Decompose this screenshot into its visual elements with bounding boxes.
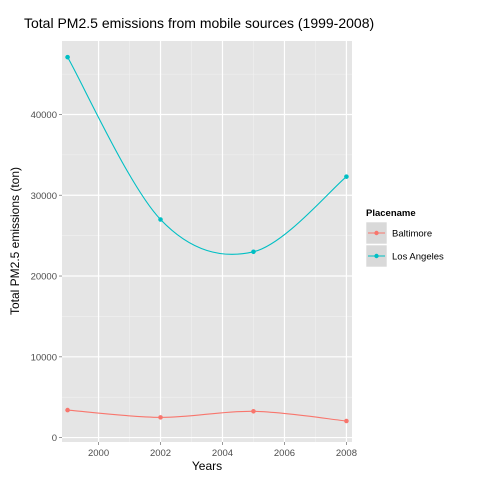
- y-tick-label: 40000: [31, 110, 57, 121]
- data-point-los-angeles: [65, 54, 70, 60]
- y-axis-title: Total PM2.5 emissions (ton): [8, 167, 22, 315]
- data-point-baltimore: [158, 415, 163, 420]
- x-tick-label: 2000: [88, 448, 109, 459]
- legend-marker-baltimore: [374, 230, 379, 236]
- y-tick-label: 30000: [31, 191, 57, 202]
- plot-panel: [62, 41, 352, 442]
- y-tick-label: 10000: [31, 352, 57, 363]
- data-point-baltimore: [65, 407, 70, 413]
- series-line-los-angeles: [67, 56, 347, 255]
- data-point-los-angeles: [158, 217, 163, 222]
- series-layer: [65, 54, 349, 424]
- legend-title: Placename: [366, 208, 416, 219]
- data-point-los-angeles: [251, 249, 256, 255]
- x-axis-title: Years: [192, 459, 222, 473]
- legend-label-baltimore: Baltimore: [392, 229, 432, 240]
- legend-label-los-angeles: Los Angeles: [392, 252, 444, 263]
- data-point-baltimore: [251, 409, 256, 414]
- data-point-baltimore: [344, 418, 349, 424]
- x-tick-label: 2002: [150, 448, 171, 459]
- x-tick-label: 2008: [336, 448, 357, 459]
- series-line-baltimore: [67, 409, 347, 422]
- x-tick-label: 2004: [212, 448, 233, 459]
- minor-gridlines: [62, 41, 352, 442]
- y-tick-label: 0: [52, 433, 57, 444]
- data-point-los-angeles: [344, 174, 349, 179]
- y-axis: 0 10000 20000 30000 40000: [31, 110, 62, 444]
- legend-marker-los-angeles: [374, 253, 379, 259]
- x-tick-label: 2006: [274, 448, 295, 459]
- chart-title: Total PM2.5 emissions from mobile source…: [24, 15, 374, 31]
- major-gridlines: [62, 41, 352, 442]
- x-axis: 2000 2002 2004 2006 2008: [88, 442, 357, 459]
- y-tick-label: 20000: [31, 272, 57, 283]
- legend: Placename Baltimore Los Angeles: [365, 208, 444, 268]
